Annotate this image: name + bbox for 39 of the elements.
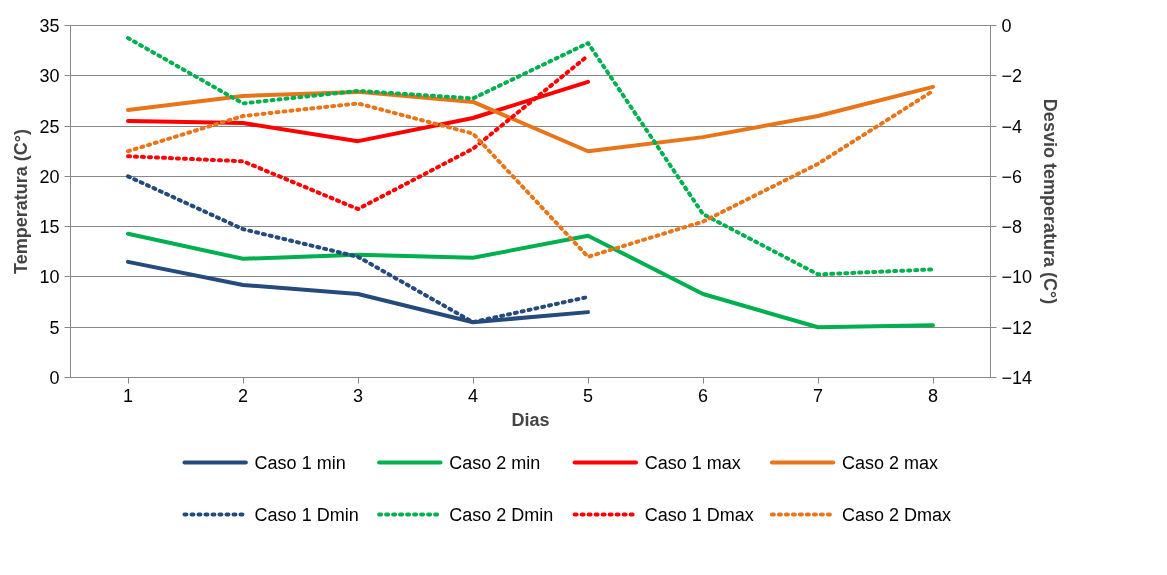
y2-tick-label: −8 xyxy=(1001,217,1023,238)
y-tick-label: 0 xyxy=(49,368,60,388)
line-series xyxy=(126,36,935,277)
y2-tick-label: −6 xyxy=(1001,166,1023,187)
legend-label: Caso 1 min xyxy=(254,452,346,473)
y2-axis-title: Desvio temperatura (C°) xyxy=(1040,98,1061,305)
y-tick-label: 20 xyxy=(39,166,60,187)
x-tick-label: 2 xyxy=(237,385,249,406)
x-tick-label: 8 xyxy=(927,385,939,406)
y2-tick-label: −14 xyxy=(1001,368,1033,388)
y-tick-label: 15 xyxy=(39,217,60,238)
legend-label: Caso 2 Dmin xyxy=(449,504,554,525)
x-tick-label: 7 xyxy=(812,385,824,406)
legend-label: Caso 2 Dmax xyxy=(842,504,952,525)
x-tick-label: 1 xyxy=(122,385,134,406)
legend-label: Caso 2 min xyxy=(449,452,541,473)
x-tick-label: 5 xyxy=(582,385,594,406)
line-series xyxy=(126,88,935,259)
x-tick-label: 6 xyxy=(697,385,709,406)
line-series xyxy=(126,53,590,212)
y-tick-label: 30 xyxy=(39,66,60,87)
line-series xyxy=(126,231,935,330)
legend-label: Caso 1 Dmin xyxy=(254,504,359,525)
y-axis-title: Temperatura (C°) xyxy=(11,129,32,274)
legend-label: Caso 2 max xyxy=(842,452,939,473)
x-axis-title: Dias xyxy=(511,409,550,430)
y2-tick-label: −2 xyxy=(1001,66,1023,87)
legend-label: Caso 1 max xyxy=(644,452,741,473)
y2-tick-label: −12 xyxy=(1001,317,1033,338)
y-tick-label: 25 xyxy=(39,116,60,137)
x-tick-label: 3 xyxy=(352,385,364,406)
x-tick-label: 4 xyxy=(467,385,479,406)
y2-tick-label: −10 xyxy=(1001,267,1033,288)
legend-label: Caso 1 Dmax xyxy=(644,504,754,525)
y2-tick-label: −4 xyxy=(1001,116,1023,137)
y2-tick-label: 0 xyxy=(1001,16,1012,36)
y-tick-label: 10 xyxy=(39,267,60,288)
y-tick-label: 35 xyxy=(39,16,60,36)
y-tick-label: 5 xyxy=(49,317,60,338)
